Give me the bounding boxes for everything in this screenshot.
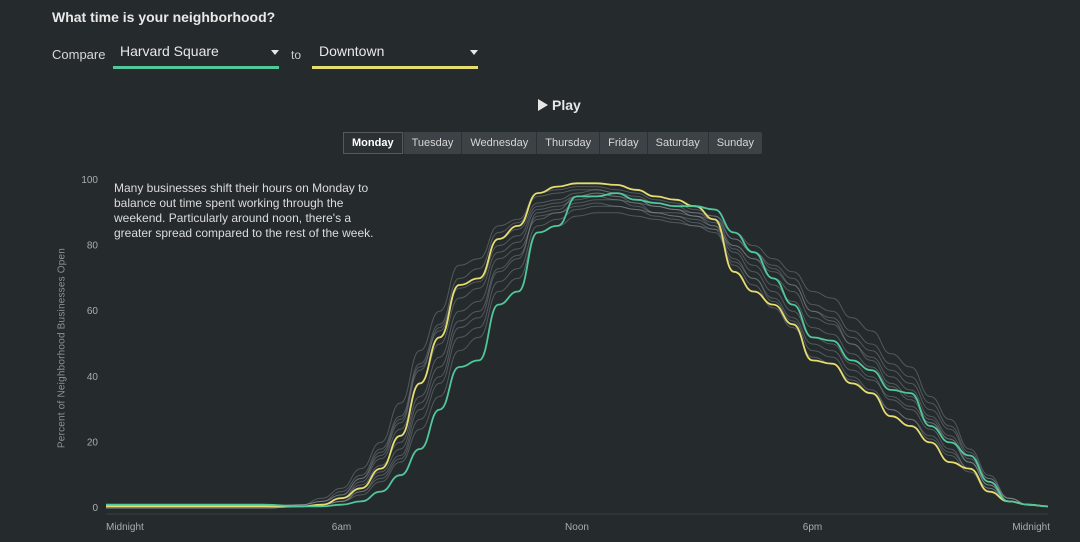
background-series-line	[106, 195, 1049, 507]
y-tick-label: 100	[81, 175, 98, 186]
y-tick-label: 80	[87, 241, 99, 252]
chevron-down-icon	[271, 50, 279, 55]
neighborhood-a-value: Harvard Square	[120, 43, 219, 59]
y-tick-label: 40	[87, 372, 99, 383]
annotation-text: Many businesses shift their hours on Mon…	[114, 181, 374, 240]
highlight-series-line-downtown[interactable]	[106, 182, 1049, 508]
compare-label: Compare	[52, 47, 106, 62]
x-tick-label: Midnight	[106, 522, 144, 533]
background-series-line	[106, 212, 1049, 509]
tab-friday[interactable]: Friday	[599, 132, 647, 154]
play-label: Play	[552, 97, 581, 113]
day-tabs: Monday Tuesday Wednesday Thursday Friday…	[343, 132, 763, 154]
background-series-line	[106, 202, 1049, 509]
tab-monday[interactable]: Monday	[343, 132, 403, 154]
to-label: to	[291, 48, 302, 62]
page-title: What time is your neighborhood?	[52, 9, 276, 25]
x-tick-label: Midnight	[1012, 522, 1050, 533]
background-series-line	[106, 205, 1049, 509]
y-axis-ticks: 0 20 40 60 80 100	[81, 175, 98, 514]
tab-tuesday[interactable]: Tuesday	[402, 132, 462, 154]
play-icon	[538, 99, 548, 111]
tab-thursday[interactable]: Thursday	[536, 132, 599, 154]
x-tick-label: 6am	[332, 522, 351, 533]
y-tick-label: 0	[92, 503, 98, 514]
y-tick-label: 20	[87, 437, 99, 448]
neighborhood-a-select[interactable]: Harvard Square	[113, 42, 279, 69]
background-series-line	[106, 189, 1049, 507]
y-tick-label: 60	[87, 306, 99, 317]
background-series-line	[106, 186, 1049, 507]
y-axis-label: Percent of Neighborhood Businesses Open	[56, 247, 68, 449]
neighborhood-b-select[interactable]: Downtown	[312, 42, 478, 69]
play-button[interactable]: Play	[538, 97, 581, 113]
chevron-down-icon	[470, 50, 478, 55]
background-series-line	[106, 192, 1049, 509]
x-tick-label: 6pm	[803, 522, 822, 533]
x-tick-label: Noon	[565, 522, 589, 533]
neighborhood-b-value: Downtown	[319, 43, 385, 59]
background-series-line	[106, 192, 1049, 507]
highlight-series-line-harvard-square[interactable]	[105, 192, 1049, 508]
tab-sunday[interactable]: Sunday	[707, 132, 762, 154]
highlight-series-group	[105, 182, 1049, 508]
background-series-line	[106, 199, 1049, 509]
x-axis-ticks: Midnight 6am Noon 6pm Midnight	[106, 522, 1050, 533]
tab-wednesday[interactable]: Wednesday	[461, 132, 536, 154]
tab-saturday[interactable]: Saturday	[646, 132, 708, 154]
